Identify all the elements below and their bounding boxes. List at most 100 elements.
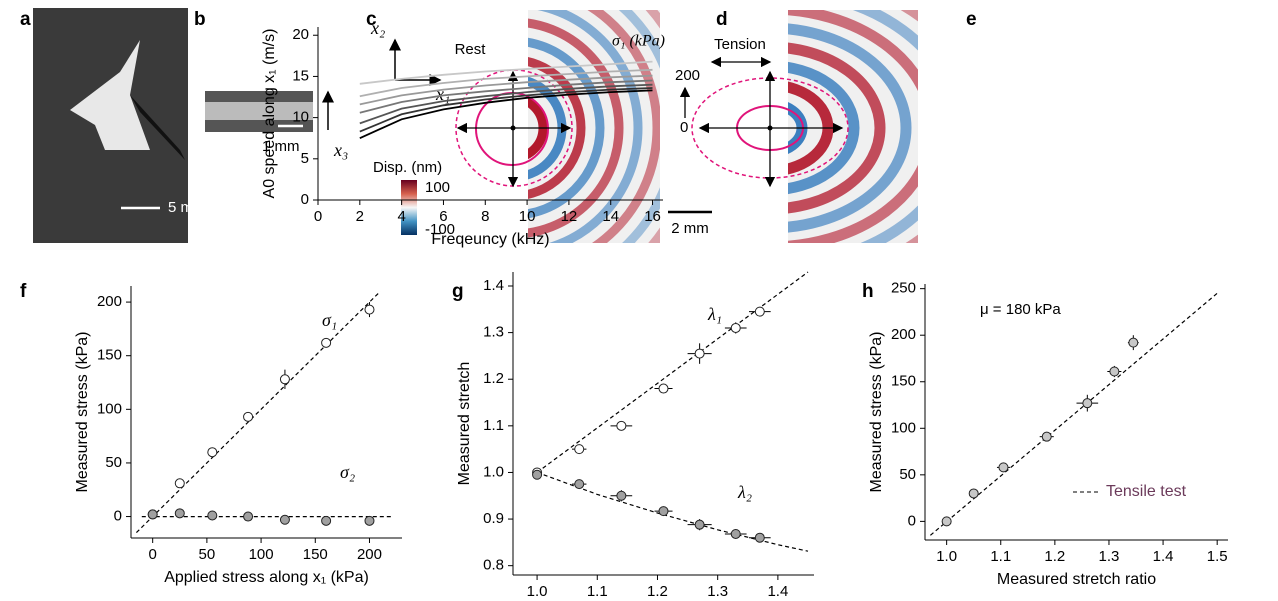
x-axis-label: Applied stress along x₁ (kPa) (164, 569, 369, 586)
data-line (359, 60, 653, 85)
data-point (754, 532, 765, 543)
y-tick-label: 0 (114, 508, 122, 525)
colorbar-tick: -100 (425, 221, 455, 238)
y-tick-label: 100 (97, 400, 122, 417)
x-tick-label: 2 (356, 208, 364, 225)
dashed-circle (455, 69, 573, 187)
data-point (658, 383, 669, 394)
x-tick-label: 6 (439, 208, 447, 225)
axis-name: x₂ (370, 18, 385, 38)
ring (587, 10, 660, 243)
y-axis-label: Measured stress (kPa) (868, 332, 885, 493)
y-tick-label: 0 (908, 512, 916, 529)
x-tick-label: 16 (644, 208, 661, 225)
film-band (205, 102, 313, 120)
ring (788, 23, 912, 233)
y-tick-label: 150 (97, 347, 122, 364)
y-tick-label: 1.3 (483, 324, 504, 341)
data-point (574, 444, 585, 455)
x-tick-label: 1.2 (1044, 548, 1065, 565)
data-line (359, 74, 653, 106)
x-tick-label: 1.4 (1153, 548, 1174, 565)
y-tick-label: 150 (891, 373, 916, 390)
colorbar-tick: 100 (425, 179, 450, 196)
panel-label: a (20, 9, 31, 30)
x-tick-label: 10 (519, 208, 536, 225)
y-tick-label: 10 (292, 109, 309, 126)
y-tick-label: 0.9 (483, 510, 504, 527)
panel-label: f (20, 281, 27, 302)
data-point (616, 420, 627, 431)
x-axis-label: Measured stretch ratio (997, 571, 1156, 588)
x-tick-label: 1.5 (1207, 548, 1228, 565)
ring (528, 57, 586, 199)
panel-label: c (366, 9, 377, 30)
y-tick-label: 0.8 (483, 557, 504, 574)
data-point (279, 374, 290, 385)
y-axis-label: Measured stress (kPa) (74, 332, 91, 493)
colorbar-title: Disp. (nm) (373, 159, 442, 176)
x-tick-label: 1.0 (936, 548, 957, 565)
data-point (364, 515, 375, 526)
source (510, 125, 516, 131)
y-tick-label: 50 (105, 454, 122, 471)
data-point (574, 479, 585, 490)
annotation: μ = 180 kPa (980, 301, 1061, 318)
data-point (243, 511, 254, 522)
data-point (207, 447, 218, 458)
axis-name: x₃ (333, 140, 348, 160)
x-tick-label: 1.1 (587, 583, 608, 600)
ring (788, 61, 860, 195)
colorbar (401, 180, 417, 235)
x-tick-label: 0 (149, 546, 157, 563)
panel-label: d (716, 9, 728, 30)
x-tick-label: 1.4 (767, 583, 788, 600)
ring (528, 18, 624, 238)
legend-title: σ₁ (kPa) (612, 33, 665, 50)
y-tick-label: 200 (891, 326, 916, 343)
data-point (279, 514, 290, 525)
x-tick-label: 150 (303, 546, 328, 563)
x-tick-label: 0 (314, 208, 322, 225)
y-tick-label: 5 (301, 150, 309, 167)
scale-label: 2 mm (671, 220, 709, 237)
series-label: λ₂ (737, 482, 752, 502)
panel-label: g (452, 281, 464, 302)
data-point (1128, 337, 1139, 348)
data-point (730, 528, 741, 539)
data-point (207, 510, 218, 521)
data-point (532, 469, 543, 480)
tweezers (130, 95, 185, 160)
data-point (174, 478, 185, 489)
x-tick-label: 1.1 (990, 548, 1011, 565)
x-tick-label: 100 (249, 546, 274, 563)
data-point (968, 488, 979, 499)
y-tick-label: 250 (891, 280, 916, 297)
x-tick-label: 4 (397, 208, 405, 225)
data-point (321, 337, 332, 348)
data-point (694, 348, 705, 359)
ring (788, 42, 886, 214)
x-tick-label: 1.3 (707, 583, 728, 600)
x-tick-label: 200 (357, 546, 382, 563)
data-point (616, 490, 627, 501)
legend-label: Tensile test (1106, 483, 1187, 500)
data-line (359, 79, 653, 114)
data-point (147, 509, 158, 520)
data-point (174, 508, 185, 519)
y-tick-label: 20 (292, 26, 309, 43)
data-point (1109, 366, 1120, 377)
data-point (321, 515, 332, 526)
series-label: σ₁ (322, 310, 337, 330)
data-point (243, 411, 254, 422)
x-tick-label: 1.2 (647, 583, 668, 600)
data-line (359, 87, 653, 133)
x-tick-label: 50 (199, 546, 216, 563)
state-label: Rest (455, 41, 487, 58)
y-tick-label: 200 (97, 293, 122, 310)
data-point (694, 519, 705, 530)
sample (70, 40, 150, 150)
ring (537, 10, 643, 243)
y-tick-label: 1.4 (483, 277, 504, 294)
